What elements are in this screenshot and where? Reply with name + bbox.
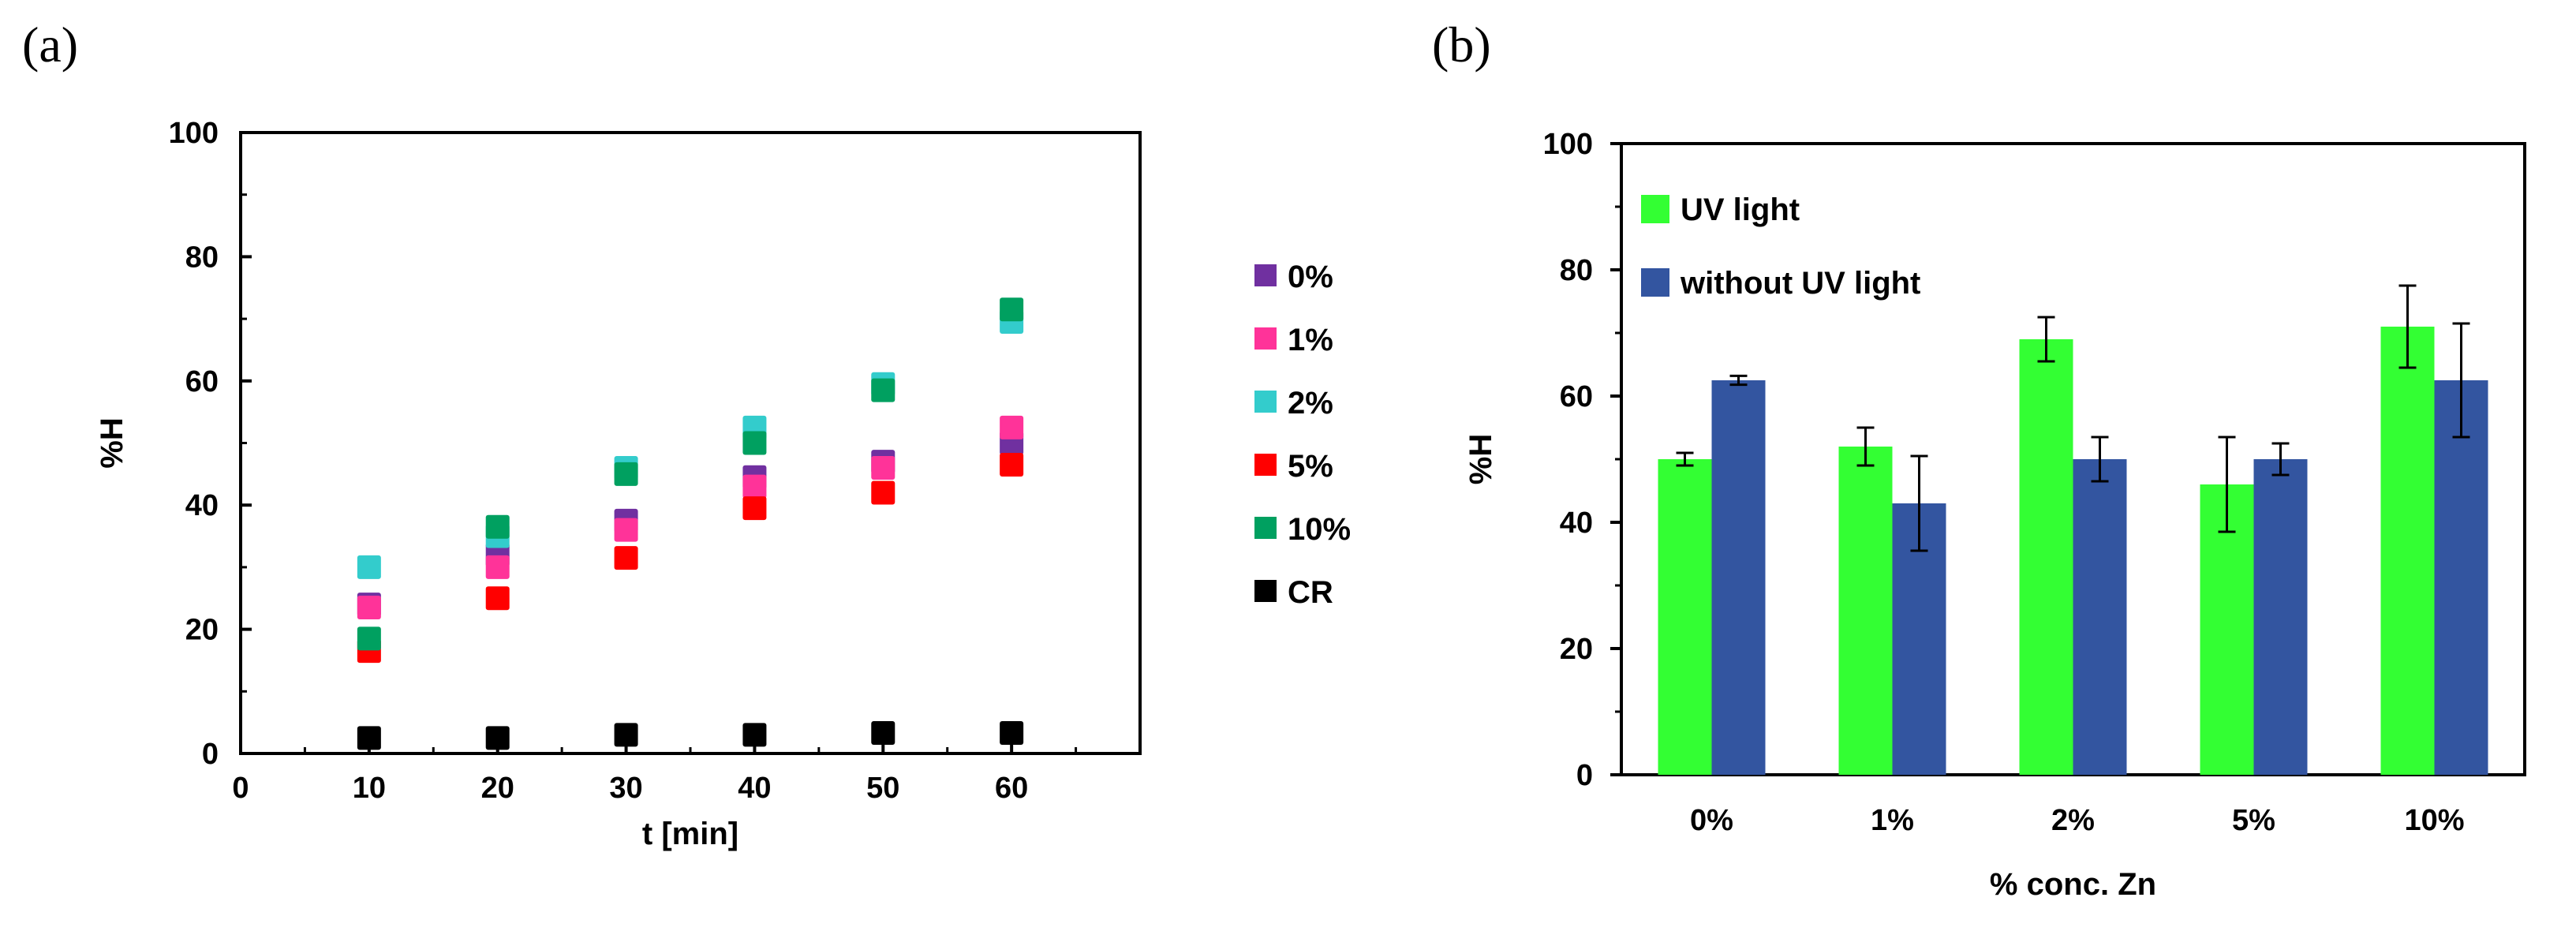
bar-uv-1pct xyxy=(1838,447,1893,775)
data-point-10pct xyxy=(871,378,895,402)
bar-no-uv-2pct xyxy=(2073,459,2127,775)
bar-uv-0pct xyxy=(1658,459,1712,775)
x-tick-label-b: 0% xyxy=(1690,804,1733,837)
data-point-10pct xyxy=(357,626,381,651)
legend-marker-2pct xyxy=(1254,391,1277,413)
y-tick-label-b: 20 xyxy=(1560,633,1593,666)
data-point-cr xyxy=(1000,721,1024,746)
y-tick-label-a: 0 xyxy=(202,738,219,771)
x-tick-label-a: 40 xyxy=(738,772,771,805)
x-tick-label-a: 20 xyxy=(481,772,514,805)
data-point-5pct xyxy=(871,480,895,505)
x-tick-label-b: 1% xyxy=(1871,804,1914,837)
y-tick-label-b: 0 xyxy=(1576,759,1593,792)
data-point-5pct xyxy=(742,496,767,521)
x-tick-label-b: 2% xyxy=(2051,804,2095,837)
legend-label-10pct: 10% xyxy=(1288,512,1351,547)
data-point-1pct xyxy=(1000,415,1024,439)
legend-label-uv: UV light xyxy=(1681,193,1800,227)
legend-marker-uv xyxy=(1641,195,1669,223)
data-point-5pct xyxy=(485,586,510,611)
data-point-10pct xyxy=(485,514,510,539)
legend-marker-0pct xyxy=(1254,264,1277,286)
data-point-10pct xyxy=(614,462,638,486)
x-axis-title-a: t [min] xyxy=(642,817,738,851)
legend-label-2pct: 2% xyxy=(1288,386,1333,421)
bar-no-uv-10pct xyxy=(2434,380,2488,775)
data-point-10pct xyxy=(1000,297,1024,322)
data-point-cr xyxy=(485,726,510,750)
y-tick-label-b: 80 xyxy=(1560,254,1593,287)
legend-marker-1pct xyxy=(1254,327,1277,350)
legend-marker-cr xyxy=(1254,580,1277,602)
data-point-1pct xyxy=(742,474,767,499)
legend-label-1pct: 1% xyxy=(1288,323,1333,357)
x-tick-label-b: 10% xyxy=(2404,804,2464,837)
y-tick-label-b: 60 xyxy=(1560,380,1593,413)
x-tick-label-b: 5% xyxy=(2232,804,2275,837)
panel-b-label: (b) xyxy=(1432,17,1491,73)
legend-label-0pct: 0% xyxy=(1288,260,1333,294)
y-tick-label-a: 20 xyxy=(185,614,219,647)
x-tick-label-a: 50 xyxy=(866,772,899,805)
legend-label-5pct: 5% xyxy=(1288,449,1333,484)
y-tick-label-a: 60 xyxy=(185,365,219,398)
data-point-2pct xyxy=(357,555,381,579)
bar-no-uv-0pct xyxy=(1711,380,1766,775)
legend-marker-no-uv xyxy=(1641,268,1669,297)
data-point-10pct xyxy=(742,431,767,455)
x-tick-label-a: 10 xyxy=(353,772,386,805)
bar-no-uv-5pct xyxy=(2253,459,2308,775)
y-axis-title-a: %H xyxy=(95,417,129,468)
scatter-chart-a: 0 20 40 60 80 100 0 10 20 30 40 50 60 t [min] %H 0% 1% 2%… xyxy=(95,117,1351,851)
data-point-cr xyxy=(357,726,381,750)
data-point-1pct xyxy=(871,455,895,480)
x-axis-title-b: % conc. Zn xyxy=(1990,867,2156,902)
x-tick-label-a: 60 xyxy=(995,772,1028,805)
legend-marker-10pct xyxy=(1254,517,1277,539)
y-tick-label-a: 100 xyxy=(169,117,219,150)
y-axis-title-b: %H xyxy=(1464,434,1498,484)
data-point-cr xyxy=(614,723,638,747)
data-point-5pct xyxy=(1000,453,1024,477)
legend-marker-5pct xyxy=(1254,454,1277,476)
data-point-1pct xyxy=(485,555,510,579)
x-tick-label-a: 0 xyxy=(232,772,249,805)
y-tick-label-a: 80 xyxy=(185,241,219,274)
bar-uv-10pct xyxy=(2380,327,2435,775)
legend-label-cr: CR xyxy=(1288,575,1333,610)
data-point-5pct xyxy=(614,546,638,570)
bar-chart-b: 0 20 40 60 80 100 0% 1% 2% 5% 10% % conc. Zn %H UV li… xyxy=(1464,128,2526,902)
data-point-1pct xyxy=(357,596,381,620)
legend-label-no-uv: without UV light xyxy=(1680,266,1920,301)
y-tick-label-b: 40 xyxy=(1560,507,1593,540)
data-point-cr xyxy=(742,723,767,747)
x-tick-label-a: 30 xyxy=(609,772,642,805)
data-point-1pct xyxy=(614,518,638,542)
y-tick-label-a: 40 xyxy=(185,489,219,522)
bar-uv-2pct xyxy=(2019,339,2073,775)
data-point-cr xyxy=(871,721,895,746)
y-tick-label-b: 100 xyxy=(1543,128,1593,161)
panel-a-label: (a) xyxy=(22,17,79,73)
